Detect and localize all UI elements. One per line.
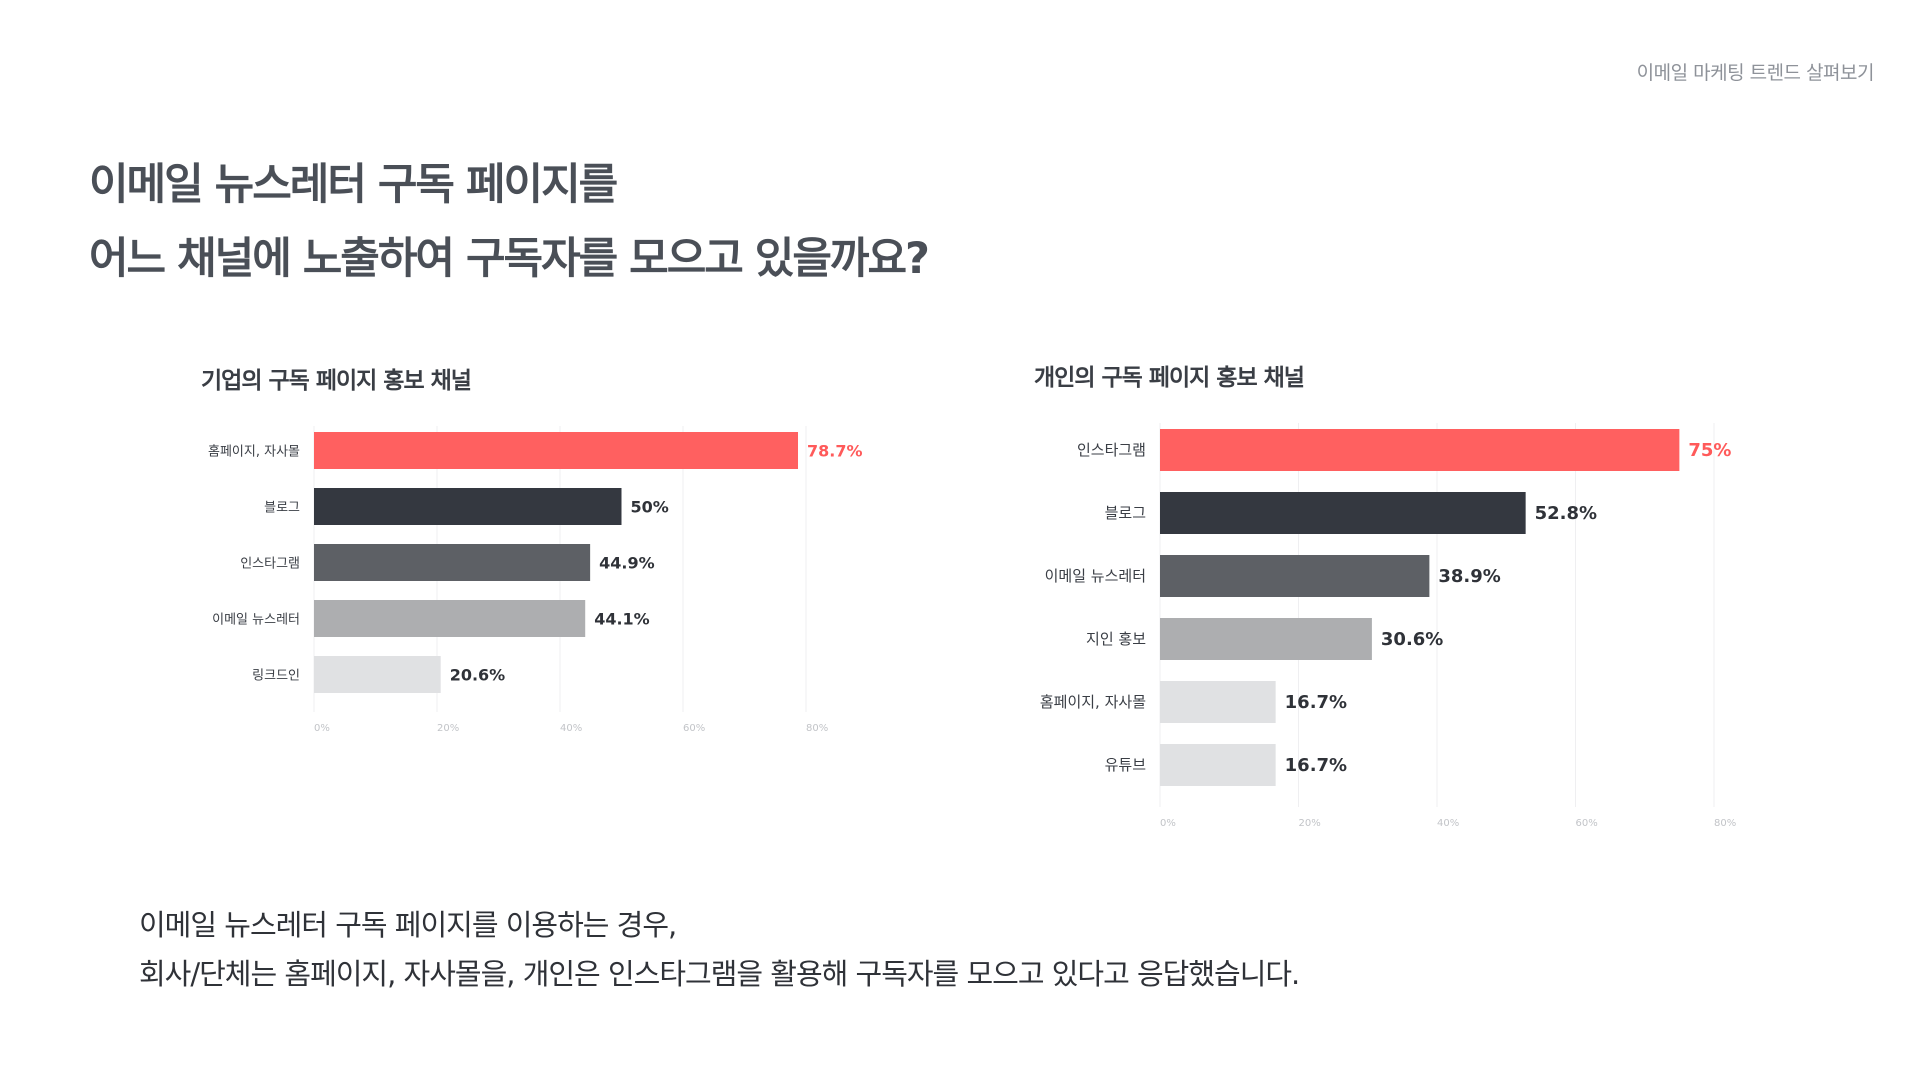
- x-tick-label: 80%: [806, 723, 828, 734]
- data-label: 78.7%: [807, 442, 863, 461]
- category-label: 이메일 뉴스레터: [1045, 567, 1146, 585]
- data-label: 44.9%: [599, 554, 655, 573]
- category-label: 홈페이지, 자사몰: [208, 445, 300, 460]
- category-label: 링크드인: [252, 669, 300, 684]
- x-tick-label: 60%: [683, 723, 705, 734]
- x-tick-label: 0%: [1160, 818, 1176, 829]
- company-chart-title: 기업의 구독 페이지 홍보 채널: [201, 368, 472, 394]
- bar: [1160, 555, 1430, 597]
- summary-line-1: 이메일 뉴스레터 구독 페이지를 이용하는 경우,: [139, 908, 677, 942]
- category-label: 인스타그램: [1077, 441, 1146, 459]
- data-label: 50%: [631, 498, 669, 517]
- x-tick-label: 60%: [1576, 818, 1598, 829]
- data-label: 75%: [1688, 440, 1731, 461]
- x-tick-label: 0%: [314, 723, 330, 734]
- category-label: 유튜브: [1105, 756, 1147, 774]
- category-label: 홈페이지, 자사몰: [1040, 693, 1146, 711]
- x-tick-label: 40%: [560, 723, 582, 734]
- data-label: 44.1%: [594, 610, 650, 629]
- section-label: 이메일 마케팅 트렌드 살펴보기: [1636, 62, 1875, 84]
- bar: [1160, 618, 1372, 660]
- category-label: 이메일 뉴스레터: [212, 613, 300, 628]
- data-label: 16.7%: [1285, 755, 1347, 776]
- x-tick-label: 80%: [1714, 818, 1736, 829]
- page-title: 이메일 뉴스레터 구독 페이지를 어느 채널에 노출하여 구독자를 모으고 있을…: [89, 148, 930, 296]
- bar: [314, 432, 799, 469]
- category-label: 인스타그램: [240, 557, 300, 572]
- bar: [1160, 744, 1276, 786]
- personal-chart-title: 개인의 구독 페이지 홍보 채널: [1034, 365, 1305, 391]
- x-tick-label: 20%: [1299, 818, 1321, 829]
- data-label: 30.6%: [1381, 629, 1443, 650]
- summary-text: 이메일 뉴스레터 구독 페이지를 이용하는 경우, 회사/단체는 홈페이지, 자…: [139, 901, 1300, 999]
- data-label: 16.7%: [1285, 692, 1347, 713]
- bar: [314, 600, 586, 637]
- bar: [1160, 492, 1526, 534]
- data-label: 52.8%: [1535, 503, 1597, 524]
- bar: [314, 656, 441, 693]
- category-label: 블로그: [1105, 504, 1146, 522]
- bar: [1160, 429, 1680, 471]
- category-label: 지인 홍보: [1086, 630, 1146, 648]
- page-title-line-2: 어느 채널에 노출하여 구독자를 모으고 있을까요?: [89, 234, 930, 284]
- bar: [1160, 681, 1276, 723]
- data-label: 38.9%: [1438, 566, 1500, 587]
- category-label: 블로그: [264, 501, 300, 516]
- x-tick-label: 40%: [1437, 818, 1459, 829]
- bar: [314, 488, 622, 525]
- data-label: 20.6%: [450, 666, 506, 685]
- page-title-line-1: 이메일 뉴스레터 구독 페이지를: [89, 160, 618, 210]
- bar: [314, 544, 591, 581]
- x-tick-label: 20%: [437, 723, 459, 734]
- summary-line-2: 회사/단체는 홈페이지, 자사몰을, 개인은 인스타그램을 활용해 구독자를 모…: [139, 957, 1300, 991]
